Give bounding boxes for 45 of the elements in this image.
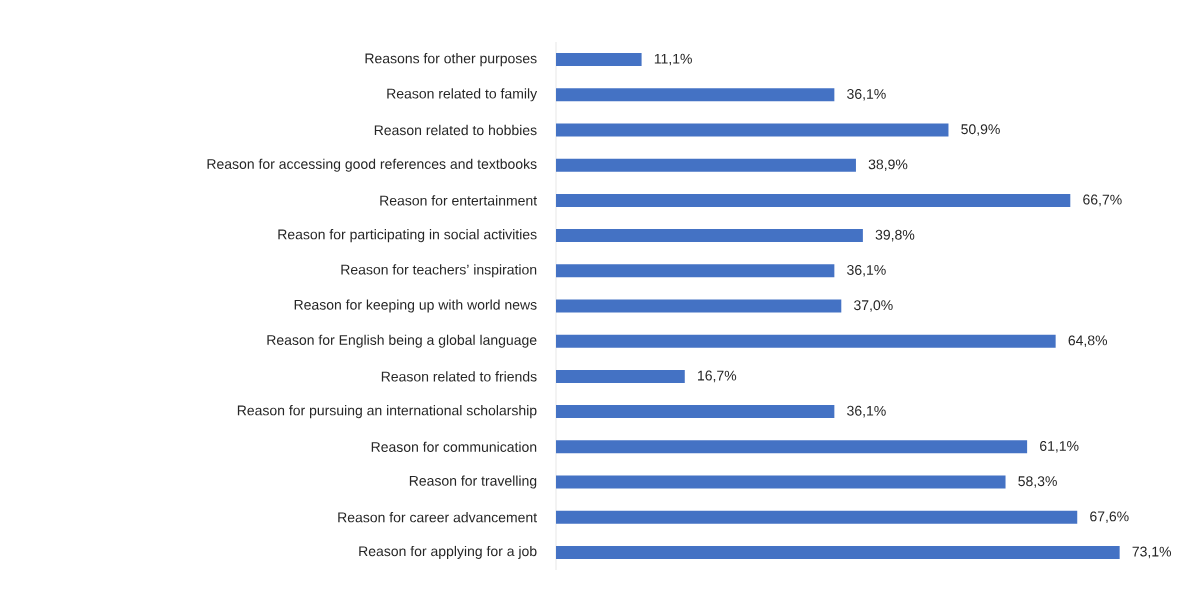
- y-tick-label: Reason related to hobbies: [374, 124, 537, 136]
- y-tick-label: Reason related to family: [387, 88, 538, 102]
- bar: [556, 334, 1056, 348]
- bar: [556, 158, 856, 172]
- data-label: 67,6%: [1090, 511, 1129, 523]
- data-label: 66,7%: [1083, 194, 1122, 207]
- y-tick-label: Reason for participating in social activities: [278, 229, 537, 243]
- bar: [556, 510, 1078, 524]
- data-label: 73,1%: [1132, 546, 1172, 559]
- data-label: 36,1%: [847, 405, 886, 418]
- y-tick-label: Reason related to friends: [381, 371, 537, 382]
- data-label: 39,8%: [875, 229, 915, 242]
- data-label: 64,8%: [1068, 335, 1108, 347]
- data-label: 58,3%: [1018, 476, 1057, 488]
- y-tick-label: Reason for entertainment: [380, 195, 537, 206]
- y-tick-label: Reason for applying for a job: [359, 545, 537, 559]
- bar: [556, 229, 863, 243]
- bar: [556, 475, 1006, 489]
- data-label: 11,1%: [654, 53, 692, 66]
- data-label: 38,9%: [868, 159, 908, 171]
- bar: [556, 264, 835, 278]
- data-label: 61,1%: [1040, 441, 1079, 453]
- y-tick-label: Reasons for other purposes: [365, 53, 537, 67]
- data-label: 16,7%: [698, 370, 737, 383]
- bar: [556, 53, 642, 67]
- bar: [556, 88, 835, 102]
- bar: [556, 405, 835, 419]
- bar: [556, 369, 685, 383]
- y-tick-label: Reason for communication: [371, 441, 537, 452]
- data-label: 37,0%: [854, 300, 893, 312]
- y-tick-label: Reason for keeping up with world news: [294, 299, 537, 313]
- y-tick-label: Reason for travelling: [409, 475, 537, 489]
- data-label: 50,9%: [961, 124, 1000, 136]
- y-tick-label: Reason for teachers’ inspiration: [341, 264, 537, 278]
- bar: [556, 545, 1120, 559]
- bar: [556, 299, 842, 313]
- data-label: 36,1%: [847, 89, 886, 101]
- bar: [556, 440, 1028, 454]
- y-tick-label: Reason for accessing good references and textbooks: [207, 158, 537, 172]
- bar: [556, 193, 1071, 207]
- y-tick-label: Reason for pursuing an international scholarship: [237, 405, 537, 419]
- y-tick-label: Reason for career advancement: [338, 512, 537, 523]
- bar: [556, 123, 949, 137]
- data-label: 36,1%: [847, 265, 886, 277]
- y-tick-label: Reason for English being a global language: [267, 334, 537, 348]
